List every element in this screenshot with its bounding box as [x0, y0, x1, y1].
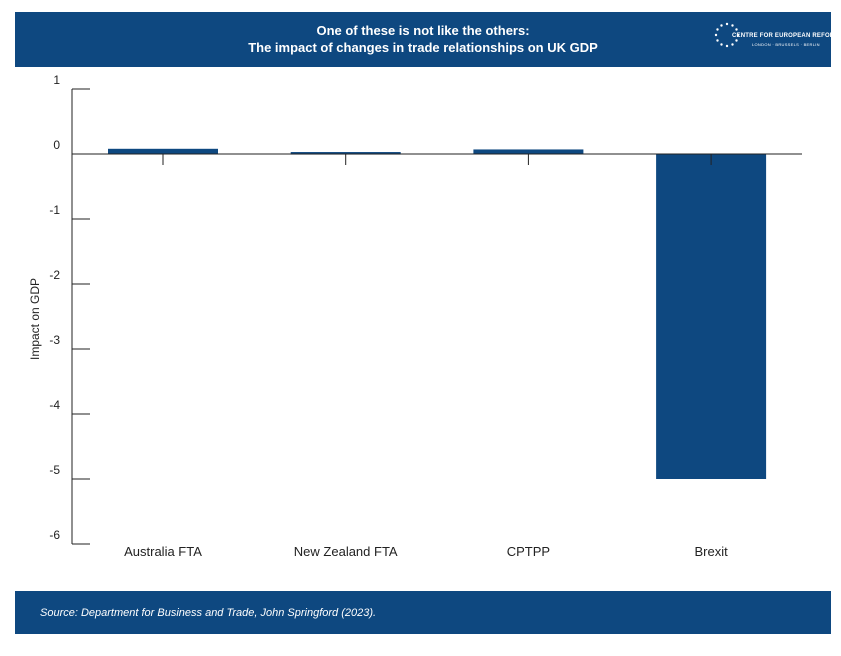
x-tick-label: New Zealand FTA [294, 544, 398, 559]
y-tick-label: -6 [49, 528, 60, 542]
chart-header: One of these is not like the others: The… [15, 12, 839, 67]
y-tick-label: 1 [53, 73, 60, 87]
y-axis-label: Impact on GDP [28, 278, 42, 360]
bar-chart: 1 0 -1 -2 -3 -4 -5 -6 Impact on GDP Australia FTA… [28, 73, 802, 559]
chart-title: One of these is not like the others: The… [15, 22, 831, 56]
bar-cptpp [473, 149, 584, 154]
x-tick-label: Australia FTA [124, 544, 202, 559]
bar-australia-fta [108, 148, 218, 154]
bar-brexit [656, 154, 767, 479]
x-tick-label: CPTPP [507, 544, 550, 559]
y-tick-label: -1 [49, 203, 60, 217]
chart-footer: Source: Department for Business and Trad… [15, 591, 831, 634]
eu-stars-icon [714, 22, 740, 48]
y-tick-label: -5 [49, 463, 60, 477]
y-tick-label: 0 [53, 138, 60, 152]
y-tick-label: -3 [49, 333, 60, 347]
bar-new-zealand-fta [290, 152, 401, 155]
y-tick-label: -2 [49, 268, 60, 282]
logo-name: CENTRE FOR EUROPEAN REFORM [732, 33, 840, 39]
logo-cities: LONDON · BRUSSELS · BERLIN [752, 42, 820, 47]
title-line-1: One of these is not like the others: [316, 23, 530, 38]
y-tick-label: -4 [49, 398, 60, 412]
title-line-2: The impact of changes in trade relations… [248, 40, 598, 55]
cer-logo: CENTRE FOR EUROPEAN REFORM LONDON · BRUS… [712, 20, 839, 58]
source-note: Source: Department for Business and Trad… [40, 607, 377, 619]
x-tick-label: Brexit [694, 544, 728, 559]
